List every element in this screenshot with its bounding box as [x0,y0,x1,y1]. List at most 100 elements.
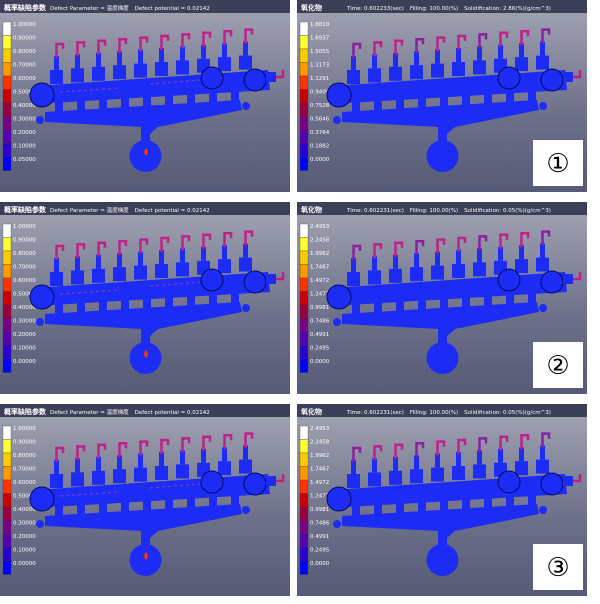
finger [440,290,448,311]
finger [484,489,492,510]
riser-hook [436,440,446,456]
riser [96,456,101,471]
scale-label: 0.40000 [13,507,36,513]
panel-title: 氧化物 [300,3,322,12]
riser-hook [97,443,107,459]
badge-box [533,342,583,388]
scale-swatch [299,345,309,360]
scale-swatch [299,223,309,238]
riser-hook [352,244,362,260]
riser [519,43,524,58]
scale-label: 0.40000 [13,103,36,109]
riser-hook [76,445,86,461]
scale-swatch [299,439,309,454]
gate [536,55,549,70]
peg [242,102,250,110]
scale-label: 0.20000 [13,130,36,136]
header-bar [297,202,587,215]
scale-swatch [2,560,12,575]
finger [99,294,107,315]
scale-swatch [299,466,309,481]
badge: ② [546,351,569,381]
riser-hook [541,432,551,448]
riser [222,245,227,260]
riser [414,51,419,66]
scale-label: 0.0000 [310,359,330,365]
scale-swatch [2,156,12,171]
casting [326,28,582,172]
scale-swatch [2,62,12,77]
scale-swatch [299,493,309,508]
scale-swatch [299,116,309,131]
header-info: Defect potential = 0.02142 [135,410,210,416]
scale-label: 2.4953 [310,426,330,432]
gate [218,461,231,476]
scale-label: 0.10000 [13,548,36,554]
scale-swatch [299,506,309,521]
scale-label: 0.05000 [13,157,36,163]
side-hook [573,272,582,281]
sprue [141,326,150,346]
gate [368,270,381,285]
riser-hook [202,31,212,47]
scale-swatch [2,35,12,50]
end-boss [29,486,55,512]
riser [414,253,419,268]
end-boss [540,472,564,496]
scale-label: 1.9962 [310,453,329,459]
riser [435,251,440,266]
riser-hook [55,446,65,462]
riser-hook [394,241,404,257]
riser-hook [394,39,404,55]
scale-swatch [2,304,12,319]
badge: ① [546,149,569,179]
scale-label: 1.1291 [310,76,329,82]
riser-hook [181,33,191,49]
header-info: Time: 0.602231(sec) [346,208,404,214]
finger [440,492,448,513]
scale-swatch [2,452,12,467]
scale-label: 0.90000 [13,440,36,446]
gate [431,467,444,482]
scale-label: 1.6937 [310,36,330,42]
gate [389,470,402,485]
riser-hook [436,238,446,254]
riser [117,455,122,470]
finger [374,94,382,115]
riser-hook [541,230,551,246]
casting [29,432,285,576]
finger [55,500,63,520]
riser [456,452,461,466]
side-gate [563,274,573,284]
scale-swatch [2,102,12,117]
gate [452,62,465,76]
scale-label: 1.2477 [310,494,330,500]
scale-label: 0.90000 [13,238,36,244]
header-info: Time: 0.602233(sec) [346,6,404,12]
riser [222,43,227,58]
end-boss [497,470,521,494]
finger [209,83,217,104]
gate [431,265,444,280]
header-info: Time: 0.602231(sec) [346,410,404,416]
gate [92,268,105,283]
end-boss [497,66,521,90]
lower-runner [342,504,539,538]
riser-hook [181,235,191,251]
riser-hook [160,34,170,50]
finger [187,489,195,510]
finger [99,496,107,517]
header-info: Defect Parameter = 温度梯度 [50,206,129,214]
finger [462,289,470,309]
gate [536,459,549,474]
finger [418,292,426,313]
riser [393,456,398,471]
lower-runner [45,302,242,336]
scale-swatch [2,479,12,494]
peg [36,318,44,326]
simulation-panel: 氧化物 Time: 0.602231(sec) Filling: 100.00(%)… [297,404,587,596]
finger [352,96,360,116]
scale-swatch [2,533,12,548]
side-hook [276,272,285,281]
scale-swatch [299,277,309,292]
